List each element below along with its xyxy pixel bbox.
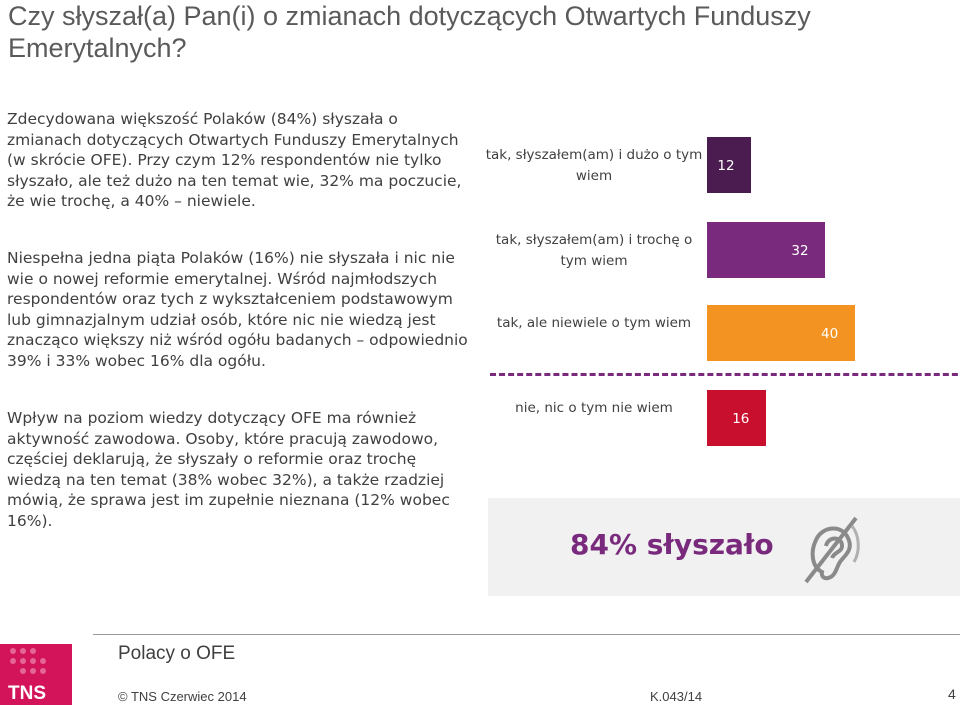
paragraph-summary: Zdecydowana większość Polaków (84%) słys… [7,110,462,210]
bar-value-label: 12 [717,158,735,174]
tns-logo: TNS [8,648,46,703]
bar-value-label: 40 [821,326,839,342]
footer-brand-block [0,644,72,705]
bar-label: tak, ale niewiele o tym wiem [496,315,692,331]
summary-text: 84% słyszało [570,528,774,561]
bar [707,305,855,361]
tns-logo-text: TNS [8,683,46,703]
page-title: Czy słyszał(a) Pan(i) o zmianach dotyczą… [8,1,811,63]
bar-label: nie, nic o tym nie wiem [515,400,673,416]
summary-banner [488,498,960,596]
bar-value-label: 32 [791,243,809,259]
footer-code: K.043/14 [650,689,703,704]
bar [707,390,767,446]
bar-label: tak, słyszałem(am) i dużo o tym wiem [485,147,703,184]
bar [707,137,752,193]
ear-icon [804,516,860,584]
bar-value-label: 16 [732,411,750,427]
footer-title: Polacy o OFE [118,643,236,664]
footer-rule [93,634,960,635]
footer-copyright: © TNS Czerwiec 2014 [118,689,247,704]
paragraph-unaware: Niespełna jedna piąta Polaków (16%) nie … [7,249,468,370]
bar-label: tak, słyszałem(am) i trochę o tym wiem [495,232,693,269]
bar [707,222,826,278]
page-number: 4 [948,686,956,702]
paragraph-employment: Wpływ na poziom wiedzy dotyczący OFE ma … [7,409,450,530]
chart-separator-line [490,373,960,376]
